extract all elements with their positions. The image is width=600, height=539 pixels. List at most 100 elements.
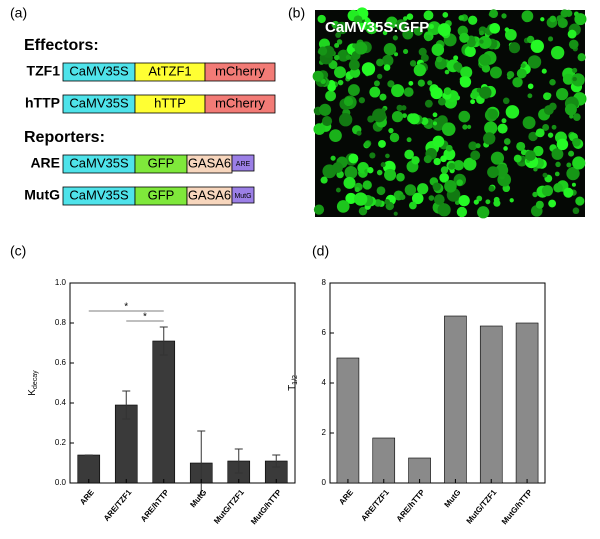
cell xyxy=(313,123,326,135)
cell xyxy=(501,118,507,124)
cell xyxy=(313,204,325,215)
cell xyxy=(436,56,443,63)
cell xyxy=(562,73,574,85)
segment-label: MutG xyxy=(234,193,251,200)
bar xyxy=(77,454,101,484)
cell xyxy=(404,184,417,196)
plot-frame xyxy=(329,282,546,484)
cell xyxy=(444,69,450,75)
bar xyxy=(515,322,539,484)
cell xyxy=(376,169,383,176)
cell xyxy=(468,15,478,25)
y-tick-label: 4 xyxy=(322,378,327,387)
cell xyxy=(571,73,585,87)
x-tick-label: ARE/hTTP xyxy=(139,487,171,523)
y-tick-label: 8 xyxy=(322,278,327,287)
cell xyxy=(420,117,429,125)
cell xyxy=(312,70,324,82)
cell xyxy=(404,149,414,160)
cell xyxy=(525,150,536,161)
cell xyxy=(553,183,563,193)
cell xyxy=(574,13,587,26)
image-caption: CaMV35S:GFP xyxy=(325,19,429,36)
cell xyxy=(550,45,565,60)
y-axis-label: T1/2 xyxy=(287,375,299,391)
cell xyxy=(393,211,398,216)
cell xyxy=(430,86,443,100)
cell xyxy=(543,105,554,116)
cell xyxy=(568,39,579,50)
cell xyxy=(530,39,544,53)
cell xyxy=(440,155,447,163)
cell xyxy=(336,39,343,45)
cell xyxy=(459,32,470,43)
y-label-main: T xyxy=(287,385,298,391)
cell xyxy=(437,115,448,127)
cell xyxy=(551,124,557,130)
x-tick-label: ARE xyxy=(78,487,96,506)
cell xyxy=(424,99,433,108)
cell xyxy=(413,26,423,36)
cell xyxy=(502,97,510,105)
cell xyxy=(563,187,574,198)
cell xyxy=(481,64,491,73)
error-bar xyxy=(159,326,168,356)
cell xyxy=(568,150,575,157)
cell xyxy=(577,53,586,62)
segment-label: mCherry xyxy=(215,63,265,78)
cell xyxy=(487,166,499,179)
cell xyxy=(485,199,491,205)
cell xyxy=(334,66,346,79)
cell xyxy=(483,132,496,145)
cell xyxy=(572,137,581,147)
cell xyxy=(380,162,386,168)
cell xyxy=(377,73,383,80)
cell xyxy=(384,198,390,205)
construct-segment xyxy=(231,154,255,172)
segment-label: CaMV35S xyxy=(69,95,129,110)
y-tick-label: 2 xyxy=(322,428,327,437)
plot-frame xyxy=(69,282,296,484)
cell xyxy=(546,92,552,98)
cell xyxy=(551,148,564,160)
y-label-sub: 1/2 xyxy=(292,375,299,385)
cell xyxy=(388,128,394,134)
cell xyxy=(379,93,387,101)
cell xyxy=(373,80,380,87)
y-tick-label: 6 xyxy=(322,328,327,337)
cell xyxy=(573,113,581,121)
cell xyxy=(423,155,432,164)
cell xyxy=(497,123,508,134)
cell xyxy=(535,128,545,138)
significance-label: * xyxy=(143,312,147,323)
cell xyxy=(329,129,342,142)
cell xyxy=(479,39,484,44)
cell xyxy=(353,15,363,25)
cell xyxy=(533,145,544,157)
x-tick-label: ARE/TZF1 xyxy=(102,487,134,522)
cell xyxy=(506,70,515,79)
cell xyxy=(571,182,576,187)
y-tick-label: 0 xyxy=(322,478,327,487)
cell xyxy=(437,23,451,37)
cell xyxy=(393,52,399,57)
cell xyxy=(554,171,560,177)
cell xyxy=(369,86,381,98)
cell xyxy=(334,42,340,48)
y-tick-label: 0.8 xyxy=(55,318,67,327)
cell xyxy=(459,76,472,88)
cell xyxy=(526,35,535,44)
cell xyxy=(330,155,336,161)
cell xyxy=(334,54,340,61)
bar xyxy=(152,340,176,484)
cell xyxy=(542,172,548,178)
cell xyxy=(381,54,394,67)
cell xyxy=(385,153,390,159)
cell xyxy=(427,80,433,86)
cell xyxy=(489,22,501,34)
cell xyxy=(376,58,384,67)
cell xyxy=(335,187,341,193)
cell xyxy=(532,191,538,198)
cell xyxy=(475,143,481,149)
